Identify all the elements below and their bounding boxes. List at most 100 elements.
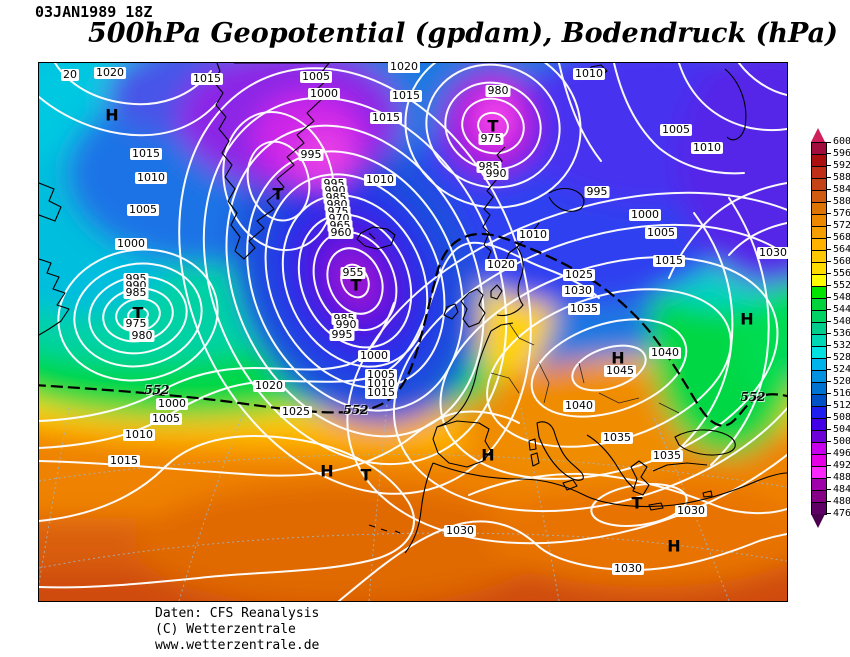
colorbar-tick (826, 309, 831, 310)
colorbar-tick (826, 357, 831, 358)
colorbar-tick (826, 513, 831, 514)
colorbar-tick (826, 297, 831, 298)
colorbar-label: 516 (833, 388, 850, 399)
colorbar-label: 476 (833, 508, 850, 519)
colorbar-cell (812, 274, 826, 286)
colorbar-cell (812, 262, 826, 274)
colorbar-top-arrow (811, 128, 825, 142)
colorbar-label: 536 (833, 328, 850, 339)
colorbar-label: 500 (833, 436, 850, 447)
colorbar-tick (826, 465, 831, 466)
colorbar-tick (826, 249, 831, 250)
colorbar-cell (812, 478, 826, 490)
colorbar-label: 580 (833, 196, 850, 207)
colorbar-tick (826, 417, 831, 418)
colorbar-cell (812, 322, 826, 334)
colorbar-label: 560 (833, 256, 850, 267)
colorbar-tick (826, 273, 831, 274)
colorbar-tick (826, 189, 831, 190)
colorbar-cell (812, 418, 826, 430)
colorbar-cell (812, 358, 826, 370)
colorbar-cell (812, 310, 826, 322)
colorbar-tick (826, 489, 831, 490)
coastlines (39, 63, 787, 554)
colorbar-cell (812, 202, 826, 214)
colorbar-cell (812, 286, 826, 298)
colorbar-tick (826, 285, 831, 286)
attribution: Daten: CFS Reanalysis (C) Wetterzentrale… (155, 606, 319, 654)
colorbar-label: 504 (833, 424, 850, 435)
country-borders (490, 322, 680, 414)
colorbar-cell (812, 298, 826, 310)
colorbar-cell (812, 143, 826, 154)
attribution-line-source: Daten: CFS Reanalysis (155, 606, 320, 621)
colorbar-tick (826, 429, 831, 430)
colorbar-tick (826, 453, 831, 454)
colorbar-label: 584 (833, 184, 850, 195)
colorbar-tick (826, 369, 831, 370)
colorbar-tick (826, 153, 831, 154)
colorbar-label: 484 (833, 484, 850, 495)
colorbar-label: 532 (833, 340, 850, 351)
colorbar-tick (826, 165, 831, 166)
colorbar-cell (812, 214, 826, 226)
colorbar-tick (826, 321, 831, 322)
colorbar-tick (826, 333, 831, 334)
colorbar-tick (826, 501, 831, 502)
colorbar-cell (812, 346, 826, 358)
colorbar-label: 480 (833, 496, 850, 507)
attribution-line-copyright: (C) Wetterzentrale (155, 622, 296, 637)
colorbar-tick (826, 381, 831, 382)
colorbar-label: 508 (833, 412, 850, 423)
colorbar-tick (826, 213, 831, 214)
colorbar-label: 548 (833, 292, 850, 303)
colorbar-label: 596 (833, 148, 850, 159)
colorbar-label: 544 (833, 304, 850, 315)
colorbar-tick (826, 441, 831, 442)
colorbar-tick (826, 177, 831, 178)
colorbar-cell (812, 406, 826, 418)
colorbar-tick (826, 237, 831, 238)
colorbar-tick (826, 201, 831, 202)
page-title: 500hPa Geopotential (gpdam), Bodendruck … (88, 18, 838, 49)
colorbar-cell (812, 382, 826, 394)
map-frame: 20 1020 1015 H 1015 1010 1005 1000 995 990 985 T 975… (38, 61, 789, 602)
colorbar-label: 524 (833, 364, 850, 375)
colorbar-label: 572 (833, 220, 850, 231)
colorbar-cell (812, 430, 826, 442)
colorbar-label: 588 (833, 172, 850, 183)
colorbar-label: 496 (833, 448, 850, 459)
attribution-line-url: www.wetterzentrale.de (155, 638, 320, 653)
map-graphic (39, 63, 787, 601)
colorbar-cell (812, 334, 826, 346)
colorbar-cell (812, 178, 826, 190)
colorbar-cell (812, 466, 826, 478)
colorbar-label: 556 (833, 268, 850, 279)
colorbar-label: 520 (833, 376, 850, 387)
colorbar-cell (812, 502, 826, 514)
colorbar-label: 528 (833, 352, 850, 363)
colorbar-label: 592 (833, 160, 850, 171)
colorbar-cell (812, 190, 826, 202)
colorbar-label: 552 (833, 280, 850, 291)
colorbar-label: 564 (833, 244, 850, 255)
colorbar-label: 576 (833, 208, 850, 219)
colorbar-tick (826, 225, 831, 226)
colorbar-cell (812, 250, 826, 262)
colorbar-label: 492 (833, 460, 850, 471)
colorbar-tick (826, 261, 831, 262)
colorbar-cell (812, 454, 826, 466)
colorbar-tick (826, 142, 831, 143)
colorbar-cells (811, 142, 827, 515)
colorbar-cell (812, 394, 826, 406)
colorbar-bottom-arrow (811, 514, 825, 528)
colorbar-tick (826, 477, 831, 478)
colorbar-cell (812, 238, 826, 250)
colorbar-cell (812, 226, 826, 238)
colorbar-tick (826, 345, 831, 346)
colorbar-label: 568 (833, 232, 850, 243)
colorbar-label: 488 (833, 472, 850, 483)
colorbar-tick (826, 405, 831, 406)
colorbar-cell (812, 166, 826, 178)
